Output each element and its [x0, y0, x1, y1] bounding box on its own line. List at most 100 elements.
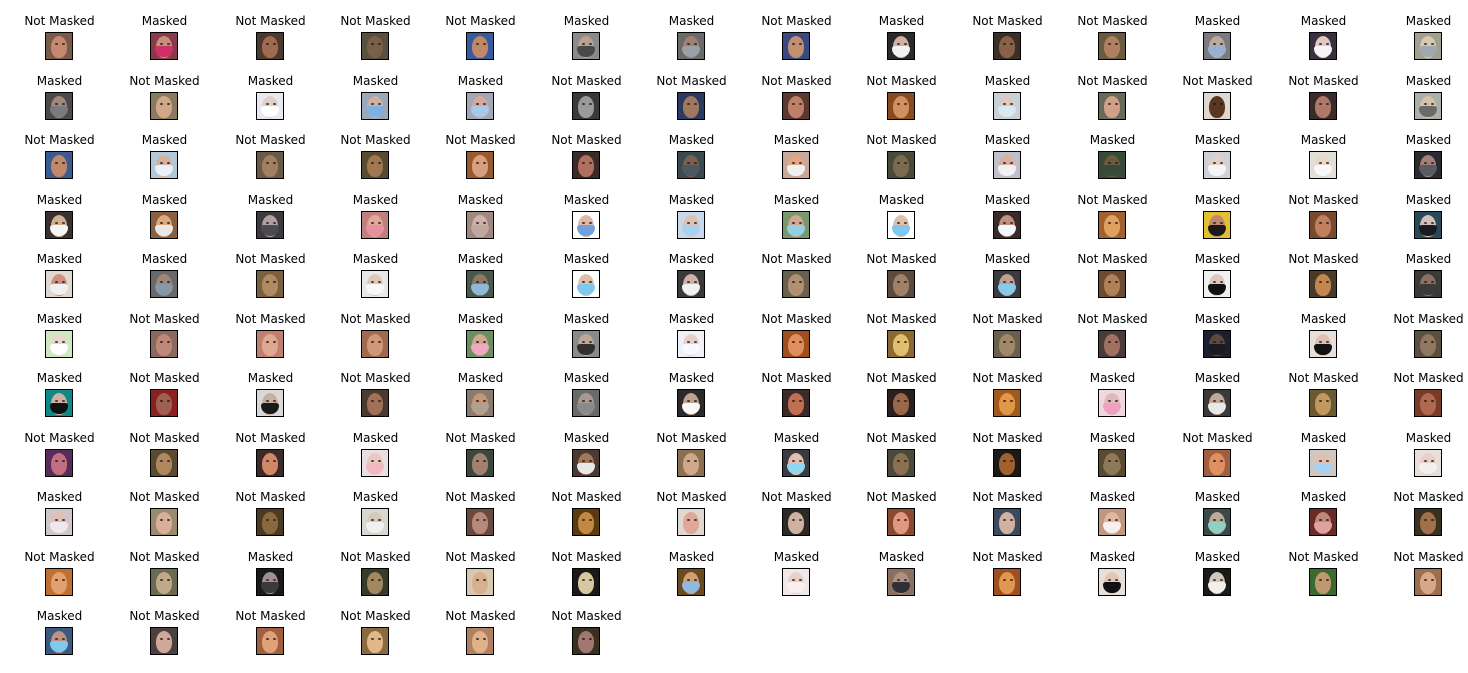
cell-label: Not Masked [340, 14, 411, 28]
eye-mark [371, 460, 374, 462]
face-thumbnail [361, 211, 389, 239]
eye-mark [799, 222, 802, 224]
grid-cell: Not Masked [955, 312, 1060, 364]
face-shape [893, 155, 909, 177]
face-shape [156, 512, 172, 534]
face-shape [578, 155, 594, 177]
eye-mark [1220, 460, 1223, 462]
eye-mark [55, 162, 58, 164]
eye-mark [694, 400, 697, 402]
eye-mark [897, 222, 900, 224]
grid-cell: Masked [218, 371, 323, 423]
cell-label: Not Masked [866, 371, 937, 385]
eye-mark [792, 222, 795, 224]
eye-mark [1010, 103, 1013, 105]
grid-cell: Not Masked [1376, 550, 1468, 602]
face-mask-shape [50, 403, 68, 414]
face-thumbnail [150, 449, 178, 477]
face-shape [999, 512, 1015, 534]
face-thumbnail [466, 270, 494, 298]
cell-label: Not Masked [1077, 193, 1148, 207]
face-thumbnail [782, 568, 810, 596]
eye-mark [792, 400, 795, 402]
eye-mark [160, 579, 163, 581]
eye-mark [1319, 579, 1322, 581]
cell-label: Not Masked [866, 431, 937, 445]
face-mask-shape [1103, 165, 1121, 176]
grid-cell: Masked [1060, 550, 1165, 602]
cell-label: Not Masked [656, 490, 727, 504]
cell-label: Not Masked [445, 490, 516, 504]
face-mask-shape [1419, 46, 1437, 57]
eye-mark [476, 103, 479, 105]
cell-label: Not Masked [445, 431, 516, 445]
face-mask-shape [1314, 522, 1332, 533]
face-shape [788, 96, 804, 118]
face-shape [1104, 36, 1120, 58]
cell-label: Not Masked [1182, 431, 1253, 445]
grid-cell: Masked [1271, 490, 1376, 542]
cell-label: Not Masked [761, 74, 832, 88]
cell-label: Not Masked [24, 550, 95, 564]
cell-label: Not Masked [1077, 312, 1148, 326]
cell-label: Masked [457, 252, 504, 266]
grid-cell: Masked [534, 14, 639, 66]
eye-mark [1108, 460, 1111, 462]
cell-label: Masked [1194, 14, 1241, 28]
face-shape [1209, 96, 1225, 118]
eye-mark [266, 400, 269, 402]
grid-cell: Not Masked [955, 14, 1060, 66]
eye-mark [904, 43, 907, 45]
face-thumbnail [1414, 92, 1442, 120]
eye-mark [1326, 281, 1329, 283]
eye-mark [687, 519, 690, 521]
face-mask-shape [155, 46, 173, 57]
eye-mark [266, 579, 269, 581]
face-thumbnail [361, 568, 389, 596]
eye-mark [266, 281, 269, 283]
cell-label: Masked [247, 371, 294, 385]
face-shape [51, 36, 67, 58]
eye-mark [582, 519, 585, 521]
eye-mark [1010, 400, 1013, 402]
eye-mark [476, 281, 479, 283]
face-thumbnail [1098, 92, 1126, 120]
eye-mark [55, 103, 58, 105]
eye-mark [371, 400, 374, 402]
grid-cell: Masked [1271, 14, 1376, 66]
face-thumbnail [1309, 389, 1337, 417]
eye-mark [266, 460, 269, 462]
cell-label: Masked [247, 193, 294, 207]
grid-cell: Not Masked [1376, 312, 1468, 364]
face-mask-shape [682, 403, 700, 414]
face-thumbnail [256, 32, 284, 60]
cell-label: Masked [1194, 371, 1241, 385]
grid-cell: Masked [955, 252, 1060, 304]
cell-label: Masked [1300, 431, 1347, 445]
grid-cell: Not Masked [112, 371, 217, 423]
eye-mark [1010, 281, 1013, 283]
grid-cell: Masked [1165, 371, 1270, 423]
face-thumbnail [1309, 211, 1337, 239]
face-thumbnail [150, 151, 178, 179]
eye-mark [62, 103, 65, 105]
cell-label: Masked [878, 14, 925, 28]
face-shape [578, 572, 594, 594]
eye-mark [897, 460, 900, 462]
cell-label: Masked [1194, 312, 1241, 326]
face-mask-shape [1208, 165, 1226, 176]
grid-cell: Not Masked [534, 74, 639, 126]
eye-mark [589, 222, 592, 224]
face-mask-shape [471, 284, 489, 295]
face-shape [893, 512, 909, 534]
eye-mark [792, 341, 795, 343]
grid-cell: Not Masked [639, 490, 744, 542]
eye-mark [1213, 460, 1216, 462]
eye-mark [897, 103, 900, 105]
face-mask-shape [366, 522, 384, 533]
eye-mark [1115, 341, 1118, 343]
face-shape [156, 393, 172, 415]
cell-label: Masked [563, 312, 610, 326]
grid-cell: Not Masked [1271, 252, 1376, 304]
cell-label: Not Masked [129, 371, 200, 385]
